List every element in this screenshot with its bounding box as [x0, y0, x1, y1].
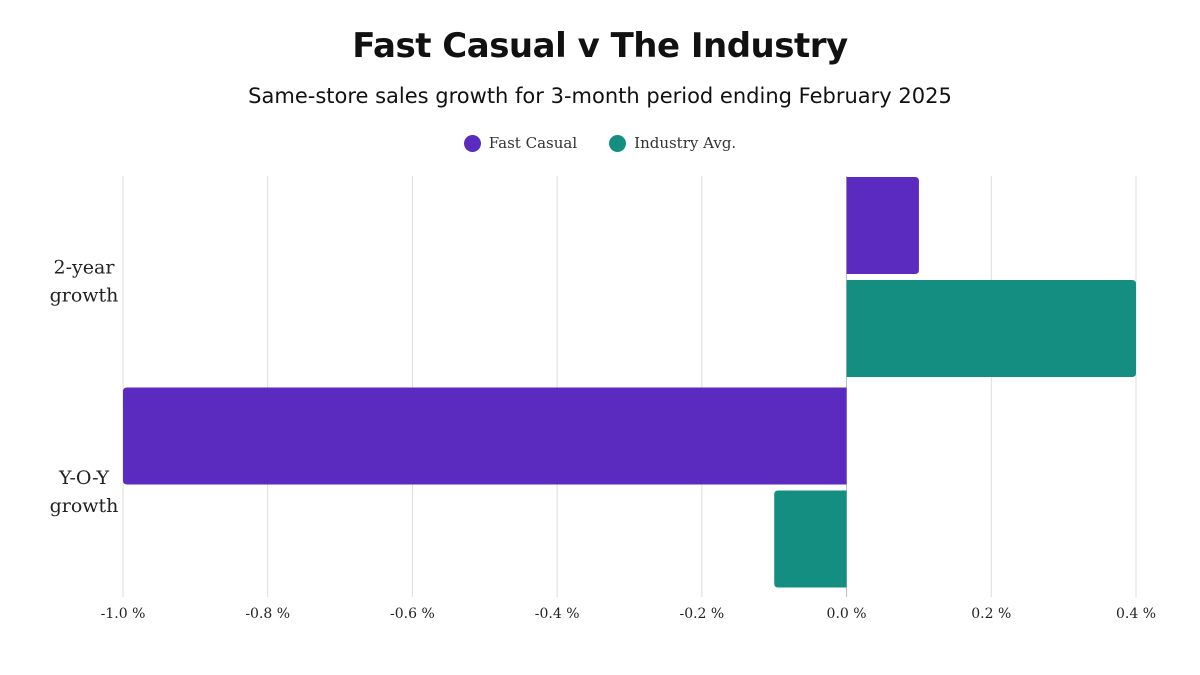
- bar-fast-casual-0: [846, 177, 919, 274]
- bar-industry-avg-1: [774, 490, 847, 588]
- legend-item-industry-avg[interactable]: Industry Avg.: [609, 134, 736, 152]
- chart-subtitle: Same-store sales growth for 3-month peri…: [248, 84, 952, 108]
- category-label-0: 2-year growth: [50, 256, 119, 306]
- x-tick-label-5: 0.0 %: [827, 606, 867, 622]
- x-tick-label-4: -0.2 %: [679, 606, 724, 622]
- bar-industry-avg-0: [846, 280, 1136, 377]
- legend-label-industry-avg: Industry Avg.: [634, 134, 737, 152]
- bar-fast-casual-1: [123, 387, 847, 485]
- legend-label-fast-casual: Fast Casual: [488, 134, 578, 152]
- legend-item-fast-casual[interactable]: Fast Casual: [463, 134, 578, 152]
- legend-swatch-industry-avg: [609, 134, 627, 152]
- category-label-1: Y-O-Y growth: [50, 467, 119, 517]
- x-tick-label-7: 0.4 %: [1116, 606, 1156, 622]
- x-tick-label-3: -0.4 %: [535, 606, 580, 622]
- x-tick-label-1: -0.8 %: [245, 606, 290, 622]
- x-tick-label-0: -1.0 %: [101, 606, 146, 622]
- x-tick-label-6: 0.2 %: [971, 606, 1011, 622]
- x-tick-label-2: -0.6 %: [390, 606, 435, 622]
- legend: Fast Casual Industry Avg.: [0, 134, 1200, 152]
- legend-swatch-fast-casual: [463, 134, 481, 152]
- chart-title: Fast Casual v The Industry: [352, 26, 848, 66]
